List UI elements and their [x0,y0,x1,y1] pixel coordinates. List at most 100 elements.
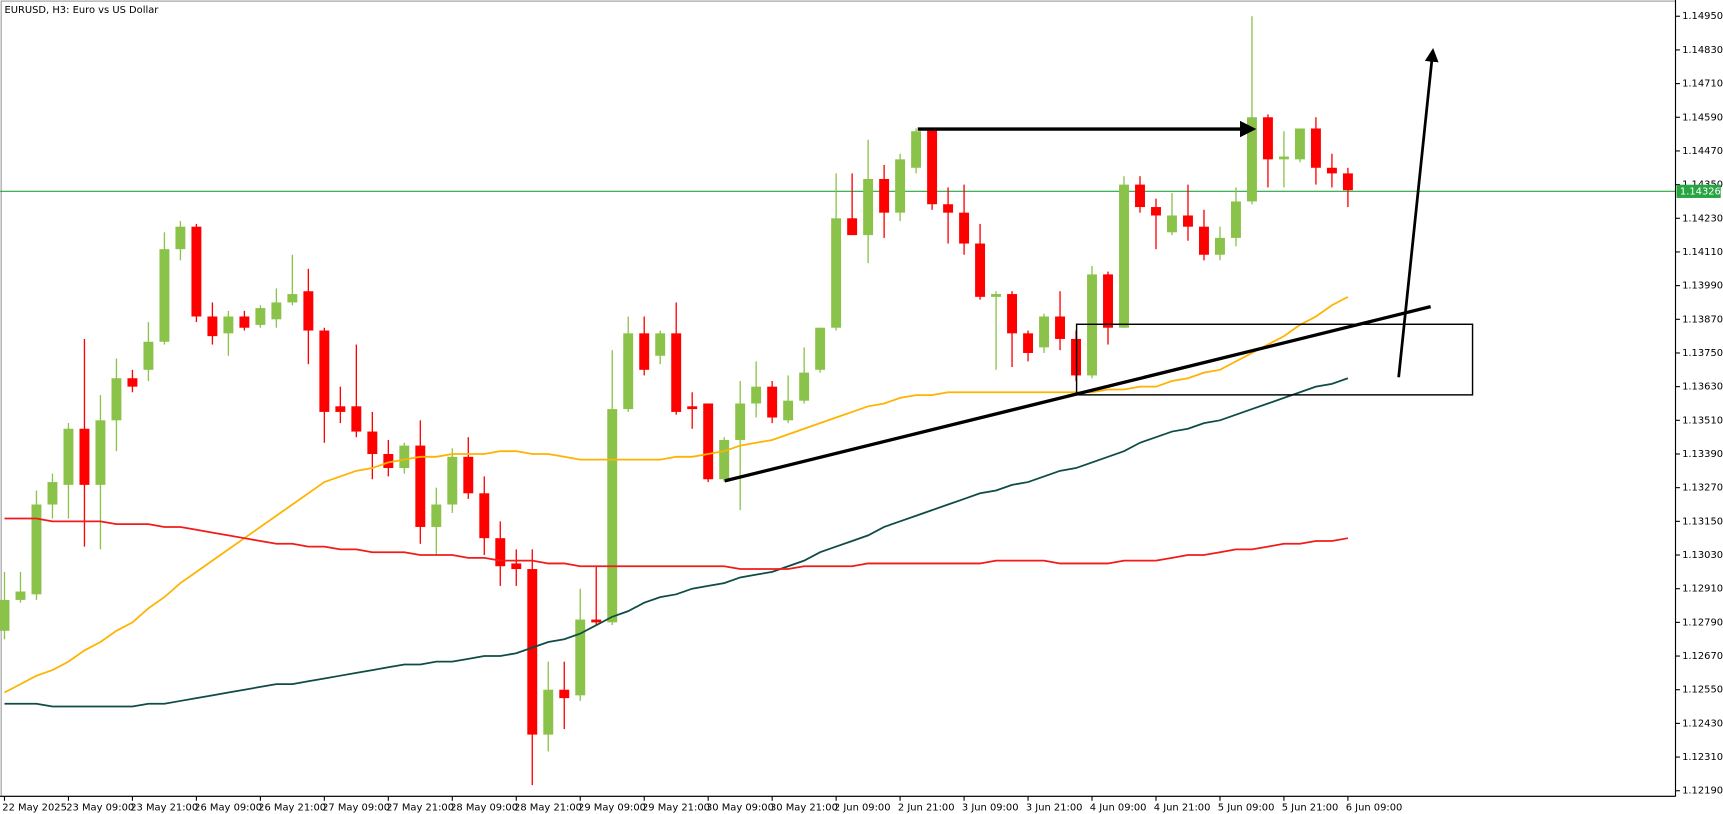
candle-body [31,504,42,595]
y-tick-label: 1.13150 [1682,516,1723,527]
drawings [724,47,1474,483]
candle-body [687,406,698,410]
y-tick-label: 1.13270 [1682,483,1723,494]
candle-body [575,619,586,696]
moving-average [4,296,1349,694]
moving-average [4,517,1349,570]
candle-body [479,493,490,539]
candle-body [1039,316,1050,348]
x-tick-label: 4 Jun 09:00 [1090,802,1147,813]
y-tick-label: 1.12790 [1682,617,1723,628]
candle-body [703,403,714,480]
candle-body [0,599,10,631]
candle-body [1310,128,1321,168]
candle-body [1167,215,1177,233]
candle-body [1230,201,1241,238]
y-tick-label: 1.12910 [1682,584,1723,595]
candle-body [319,330,330,412]
x-tick-label: 5 Jun 09:00 [1218,802,1275,813]
candle-body [15,591,26,600]
candle-body [47,482,58,505]
x-tick-label: 28 May 09:00 [450,802,518,813]
candle-body [111,378,122,421]
y-tick-label: 1.13510 [1682,415,1723,426]
y-tick-label: 1.12550 [1682,685,1723,696]
candle-body [351,406,362,432]
candle-body [719,439,730,480]
last-price-tag [1676,184,1721,198]
x-tick-label: 2 Jun 21:00 [898,802,955,813]
x-tick-label: 2 Jun 09:00 [834,802,891,813]
candle-body [1215,237,1225,255]
x-tick-label: 22 May 2025 [2,802,67,813]
candle-body [735,403,746,440]
candle-body [655,333,666,356]
candle-body [1183,215,1193,227]
candle-body [799,372,810,401]
marks [0,16,1676,786]
x-tick-label: 30 May 09:00 [706,802,774,813]
candle-body [463,456,474,494]
y-tick-label: 1.13750 [1682,348,1723,359]
x-tick-label: 23 May 21:00 [130,802,198,813]
candle-body [1135,184,1145,208]
y-tick-label: 1.14830 [1682,45,1723,56]
candle-body [559,689,570,699]
candle-body [143,341,154,370]
candle-body [431,504,442,527]
y-tick-label: 1.14110 [1682,247,1723,258]
candle-body [639,333,650,370]
candle-body [191,226,202,317]
candle-body [751,386,762,404]
moving-average [4,377,1349,708]
candle-body [1023,333,1034,353]
candle-body [815,327,826,370]
plot-frame [0,0,1677,797]
y-tick-label: 1.14710 [1682,79,1723,90]
x-tick-label: 27 May 09:00 [322,802,390,813]
x-tick-label: 28 May 21:00 [514,802,582,813]
candle-body [159,249,170,342]
candle-body [495,538,506,567]
candle-body [831,218,842,328]
candle-body [79,428,90,485]
y-tick-label: 1.12430 [1682,718,1723,729]
chart-title: EURUSD, H3: Euro vs US Dollar [4,5,159,16]
candle-body [223,316,234,334]
x-tick-label: 27 May 21:00 [386,802,454,813]
y-tick-label: 1.13630 [1682,382,1723,393]
x-tick-label: 26 May 21:00 [258,802,326,813]
candle-body [1278,156,1289,160]
candle-body [543,689,554,735]
x-tick-label: 3 Jun 09:00 [962,802,1019,813]
y-tick-label: 1.13990 [1682,281,1723,292]
candle-body [847,218,858,236]
candle-body [175,226,186,250]
candle-body [271,302,282,320]
candle-body [927,128,938,205]
candle-body [1055,316,1065,339]
candle-body [127,378,138,387]
up-arrow [1397,47,1439,378]
x-tick-label: 3 Jun 21:00 [1026,802,1083,813]
y-tick-label: 1.13870 [1682,314,1723,325]
candle-body [383,453,394,469]
candle-body [287,294,298,303]
candle-body [95,420,106,485]
candle-body [1326,167,1337,174]
y-tick-label: 1.12190 [1682,786,1723,797]
candle-body [399,445,410,469]
candle-body [415,445,426,527]
candle-body [895,159,906,213]
candle-body [447,456,458,505]
trend-line [724,305,1432,483]
candle-body [991,294,1002,297]
y-tick-label: 1.13390 [1682,449,1723,460]
x-tick-label: 29 May 21:00 [642,802,710,813]
x-tick-label: 4 Jun 21:00 [1154,802,1211,813]
candle-body [1294,128,1305,160]
y-tick-label: 1.14470 [1682,146,1723,157]
candle-body [879,178,890,213]
